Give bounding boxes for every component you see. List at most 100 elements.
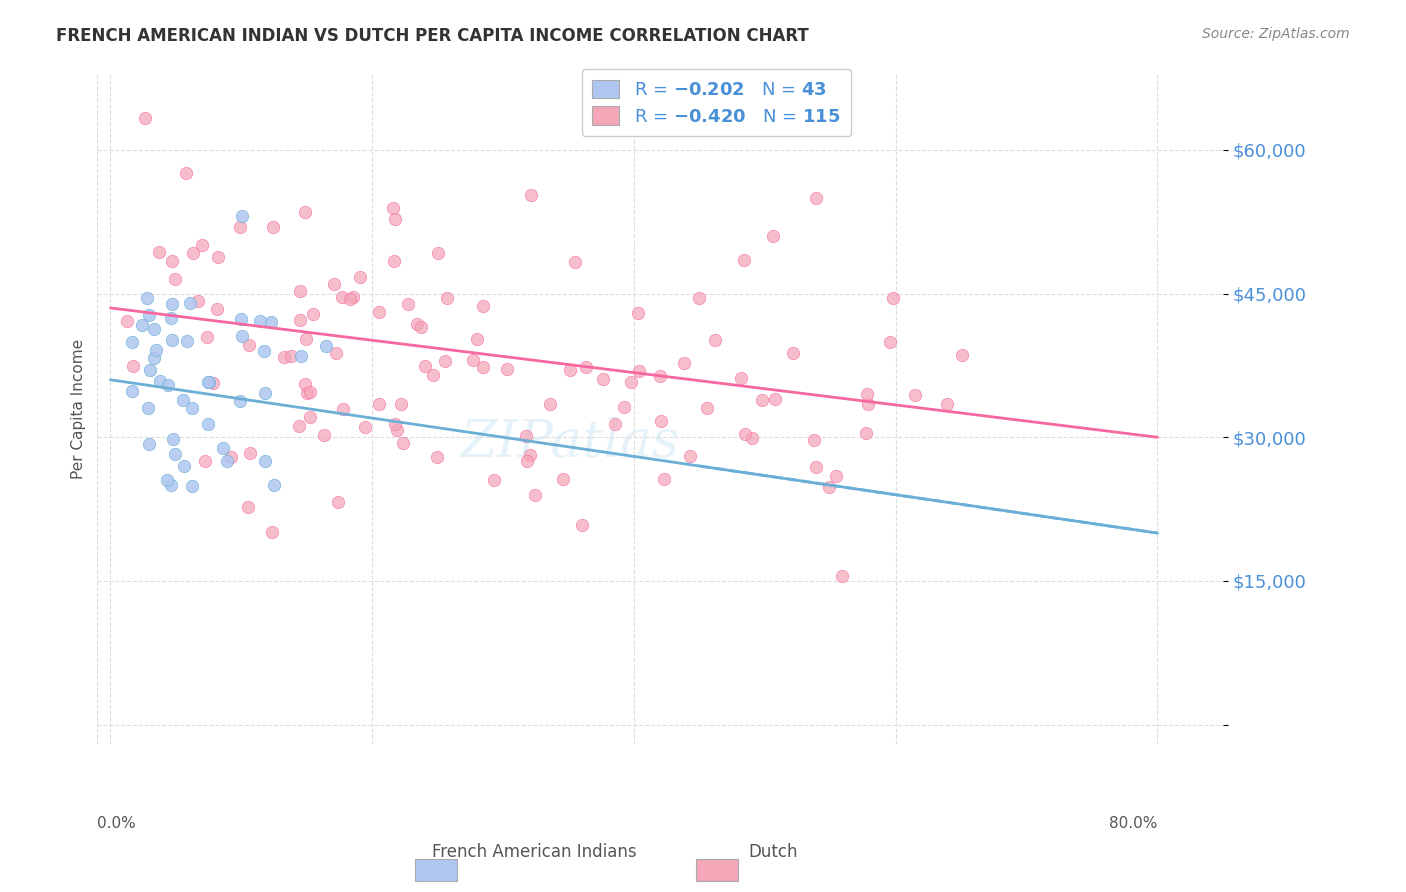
Point <box>260 315 283 329</box>
Point <box>162 297 184 311</box>
Point <box>294 376 316 391</box>
Point <box>205 302 228 317</box>
Point <box>472 299 495 313</box>
Point <box>288 419 311 434</box>
Point <box>381 201 404 215</box>
Point <box>342 290 364 304</box>
Point <box>160 311 183 326</box>
Point <box>194 454 217 468</box>
Point <box>162 433 184 447</box>
Point <box>312 428 335 442</box>
Point <box>392 435 415 450</box>
Point <box>181 479 204 493</box>
Point <box>212 441 235 455</box>
Point <box>229 394 252 409</box>
Point <box>465 332 488 346</box>
Point <box>136 291 159 305</box>
Point <box>295 386 318 401</box>
Point <box>463 352 485 367</box>
Point <box>145 343 167 358</box>
Point <box>825 468 848 483</box>
Point <box>741 430 763 444</box>
Point <box>620 376 643 390</box>
Point <box>831 569 853 583</box>
Point <box>229 219 252 234</box>
Point <box>482 473 505 487</box>
Point <box>763 392 786 406</box>
Point <box>294 204 316 219</box>
Point <box>163 447 186 461</box>
Text: ZIPatlas: ZIPatlas <box>461 417 679 467</box>
Point <box>575 360 598 375</box>
Point <box>323 277 346 291</box>
Point <box>384 211 406 226</box>
Point <box>174 166 197 180</box>
Point <box>855 426 877 441</box>
Point <box>157 378 180 392</box>
Point <box>520 187 543 202</box>
Point <box>131 318 153 333</box>
Text: Source: ZipAtlas.com: Source: ZipAtlas.com <box>1202 27 1350 41</box>
Point <box>197 417 219 432</box>
Point <box>427 245 450 260</box>
Point <box>280 349 302 363</box>
Point <box>571 518 593 533</box>
Point <box>387 423 409 437</box>
Point <box>181 401 204 415</box>
Point <box>751 392 773 407</box>
Point <box>326 495 349 509</box>
Point <box>627 306 650 320</box>
Point <box>139 363 162 377</box>
Point <box>173 459 195 474</box>
Point <box>172 392 194 407</box>
Point <box>229 312 252 326</box>
Point <box>197 376 219 390</box>
Point <box>138 308 160 322</box>
Point <box>134 111 156 125</box>
Point <box>138 436 160 450</box>
Point <box>516 454 538 468</box>
Point <box>734 427 756 442</box>
Point <box>183 245 205 260</box>
Point <box>422 368 444 382</box>
Point <box>260 524 283 539</box>
Point <box>160 253 183 268</box>
Point <box>238 338 260 352</box>
Legend: R = $\bf{-0.202}$   N = $\bf{43}$, R = $\bf{-0.420}$   N = $\bf{115}$: R = $\bf{-0.202}$ N = $\bf{43}$, R = $\b… <box>582 69 851 136</box>
Point <box>406 317 429 331</box>
Point <box>553 472 575 486</box>
Point <box>121 359 143 374</box>
Point <box>426 450 449 464</box>
Point <box>368 304 391 318</box>
Point <box>149 374 172 388</box>
Point <box>121 334 143 349</box>
Point <box>627 364 650 378</box>
Point <box>253 385 276 400</box>
Point <box>301 307 323 321</box>
Point <box>672 356 695 370</box>
Point <box>195 330 218 344</box>
Point <box>201 376 224 391</box>
Point <box>349 270 371 285</box>
Point <box>652 472 675 486</box>
Point <box>409 320 432 334</box>
Point <box>262 220 284 235</box>
Point <box>782 346 804 360</box>
Point <box>298 410 321 425</box>
Point <box>165 271 187 285</box>
Point <box>413 359 436 374</box>
Point <box>353 419 375 434</box>
Text: Dutch: Dutch <box>748 843 799 861</box>
Text: FRENCH AMERICAN INDIAN VS DUTCH PER CAPITA INCOME CORRELATION CHART: FRENCH AMERICAN INDIAN VS DUTCH PER CAPI… <box>56 27 808 45</box>
Text: 0.0%: 0.0% <box>97 815 136 830</box>
Point <box>855 386 877 401</box>
Point <box>471 359 494 374</box>
Point <box>804 191 827 205</box>
Point <box>904 388 927 402</box>
Y-axis label: Per Capita Income: Per Capita Income <box>72 338 86 479</box>
Point <box>143 351 166 365</box>
Point <box>254 453 277 467</box>
Point <box>117 314 139 328</box>
Point <box>339 292 361 306</box>
Point <box>704 334 727 348</box>
